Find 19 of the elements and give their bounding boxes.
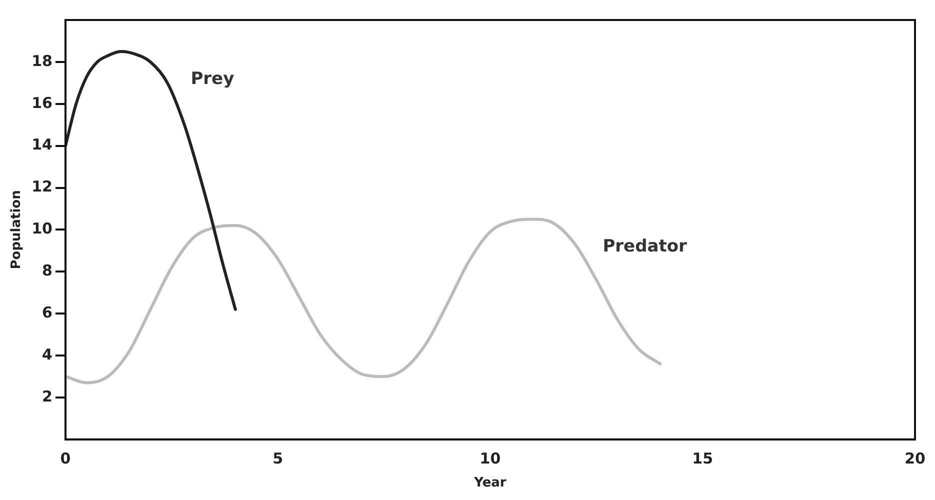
x-axis-title: Year	[473, 476, 507, 491]
y-tick-label: 4	[42, 345, 52, 364]
line-series	[65, 50, 237, 311]
y-tick-label: 12	[32, 178, 52, 196]
series-label: Predator	[602, 236, 688, 257]
y-tick-label: 14	[32, 136, 52, 154]
y-tick-label: 6	[42, 303, 52, 322]
series-label: Prey	[190, 68, 234, 89]
x-tick-label: 5	[272, 449, 284, 468]
y-tick-label: 10	[32, 220, 52, 238]
x-tick-label: 10	[480, 449, 501, 468]
x-tick-label: 0	[60, 449, 71, 468]
x-tick-label: 20	[904, 449, 926, 468]
y-tick-label: 16	[32, 94, 52, 112]
y-tick-label: 18	[32, 52, 52, 70]
y-tick-label: 2	[42, 387, 52, 406]
y-tick-label: 8	[42, 262, 52, 280]
x-tick-label: 15	[692, 449, 714, 468]
y-axis-title: Population	[9, 190, 24, 270]
